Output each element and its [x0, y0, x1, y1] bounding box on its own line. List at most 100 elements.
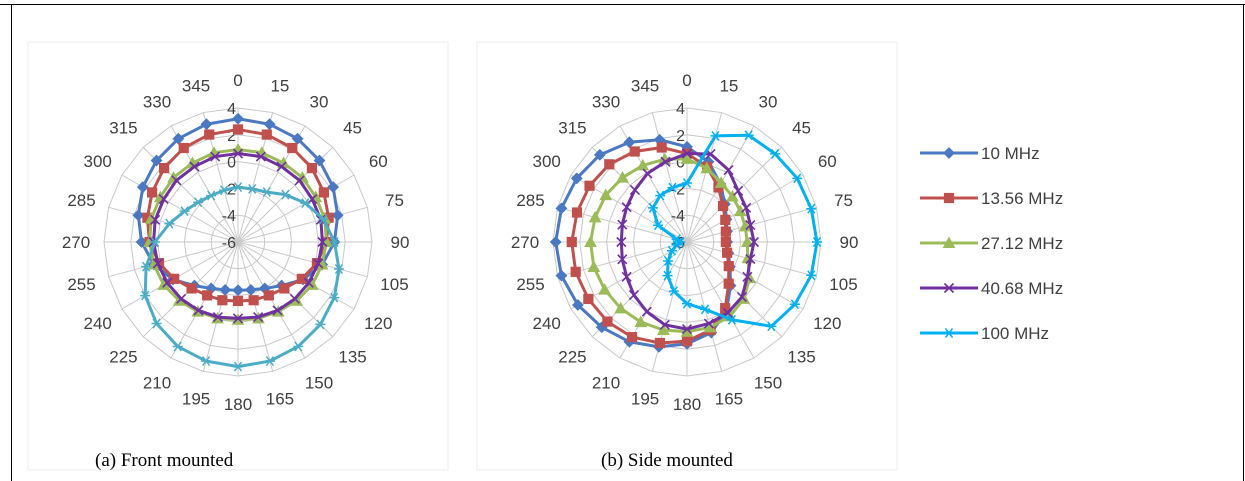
radar-chart-front: 0 153045607590105120135150165180195210225…	[27, 41, 449, 471]
point-10-mhz-300	[570, 172, 583, 185]
point-40-68-mhz-60	[741, 202, 752, 213]
point-40-68-mhz-30	[276, 161, 287, 172]
point-100-mhz-120	[329, 292, 340, 303]
point-100-mhz-330	[206, 190, 217, 201]
point-40-68-mhz-285	[150, 214, 161, 225]
point-100-mhz-345	[219, 185, 230, 196]
angle-label-0: 0	[233, 71, 242, 90]
angle-label-225: 225	[558, 348, 586, 367]
r-tick-label-6: -6	[222, 235, 236, 252]
point-10-mhz-285	[555, 202, 568, 215]
angle-label-330: 330	[143, 93, 171, 112]
point-13-56-mhz-180	[681, 336, 693, 347]
grid-spoke-105	[237, 241, 368, 278]
point-100-mhz-150	[293, 341, 304, 352]
point-40-68-mhz-45	[733, 185, 744, 196]
point-40-68-mhz-60	[307, 194, 318, 205]
point-40-68-mhz-210	[193, 305, 204, 316]
angle-label-240: 240	[84, 314, 112, 333]
angle-label-315: 315	[558, 118, 586, 137]
r-tick-label-4: 4	[227, 101, 236, 118]
angle-label-195: 195	[182, 389, 210, 408]
legend-label-13-56-mhz: 13.56 MHz	[981, 189, 1063, 208]
point-100-mhz-315	[647, 202, 658, 213]
point-40-68-mhz-90	[317, 236, 328, 248]
point-40-68-mhz-150	[272, 305, 283, 316]
point-10-mhz-300	[136, 181, 149, 193]
series-40-68-mhz-side	[616, 148, 760, 335]
point-100-mhz-135	[766, 321, 777, 332]
point-100-mhz-60	[300, 198, 311, 209]
grid-spoke-135	[686, 241, 783, 338]
point-40-68-mhz-255	[617, 254, 628, 265]
angle-label-105: 105	[380, 275, 408, 294]
point-100-mhz-240	[140, 290, 151, 301]
caption-side-mounted: (b) Side mounted	[601, 450, 733, 471]
point-40-68-mhz-45	[294, 175, 305, 186]
point-10-mhz-0	[232, 112, 244, 125]
angle-label-45: 45	[792, 118, 811, 137]
point-100-mhz-195	[201, 356, 212, 367]
series-10-mhz-front	[132, 112, 344, 297]
point-40-68-mhz-285	[617, 219, 628, 230]
angle-label-255: 255	[516, 275, 544, 294]
grid-spoke-150	[686, 241, 755, 359]
point-13-56-mhz-45	[717, 200, 729, 212]
angle-label-165: 165	[266, 389, 294, 408]
angle-label-105: 105	[829, 275, 857, 294]
point-100-mhz-210	[662, 270, 673, 281]
point-100-mhz-60	[792, 173, 803, 184]
caption-front-mounted: (a) Front mounted	[95, 450, 234, 471]
point-40-68-mhz-210	[641, 306, 652, 317]
r-tick-labels-front: 420-2-4-6	[222, 101, 236, 252]
r-tick-label-2: 2	[227, 128, 236, 145]
angle-label-300: 300	[84, 152, 112, 171]
point-40-68-mhz-120	[742, 271, 753, 282]
point-13-56-mhz-60	[318, 187, 329, 198]
grid-spoke-195	[202, 241, 239, 372]
point-100-mhz-315	[193, 197, 204, 208]
point-100-mhz-90	[329, 237, 340, 247]
point-27-12-mhz-225	[614, 301, 628, 314]
grid-spoke-75	[237, 206, 368, 243]
point-100-mhz-180	[682, 298, 692, 309]
point-13-56-mhz-60	[720, 214, 731, 225]
point-13-56-mhz-285	[571, 207, 583, 218]
point-100-mhz-300	[652, 220, 663, 231]
point-13-56-mhz-210	[626, 332, 638, 343]
angle-label-30: 30	[310, 93, 329, 112]
angle-label-15: 15	[719, 77, 738, 96]
point-40-68-mhz-105	[313, 258, 324, 269]
point-13-56-mhz-105	[722, 247, 733, 258]
angle-label-45: 45	[343, 118, 362, 137]
angle-label-150: 150	[305, 373, 333, 392]
point-100-mhz-135	[315, 319, 326, 330]
point-13-56-mhz-345	[204, 129, 215, 140]
point-13-56-mhz-300	[147, 187, 158, 198]
point-100-mhz-0	[682, 178, 692, 189]
r-tick-label-4: 4	[676, 101, 685, 118]
angle-label-180: 180	[673, 395, 701, 414]
point-27-12-mhz-270	[584, 235, 597, 247]
point-40-68-mhz-195	[659, 319, 670, 330]
legend-marker-27-12-mhz	[942, 236, 956, 248]
angle-label-180: 180	[224, 395, 252, 414]
point-100-mhz-75	[318, 214, 329, 225]
point-13-56-mhz-75	[720, 226, 731, 237]
point-40-68-mhz-90	[748, 236, 760, 248]
point-40-68-mhz-180	[681, 324, 693, 335]
point-10-mhz-75	[331, 209, 344, 222]
point-27-12-mhz-30	[714, 176, 728, 188]
angle-label-315: 315	[109, 118, 137, 137]
point-13-56-mhz-330	[629, 146, 640, 157]
point-13-56-mhz-135	[723, 278, 734, 289]
point-27-12-mhz-255	[587, 260, 601, 272]
point-10-mhz-270	[549, 236, 562, 248]
figure-frame-left	[11, 4, 12, 481]
point-13-56-mhz-345	[656, 142, 667, 153]
point-13-56-mhz-225	[186, 283, 197, 294]
point-10-mhz-330	[172, 132, 185, 145]
grid-spoke-285	[108, 206, 239, 243]
angle-label-345: 345	[631, 77, 659, 96]
point-13-56-mhz-330	[178, 142, 189, 154]
